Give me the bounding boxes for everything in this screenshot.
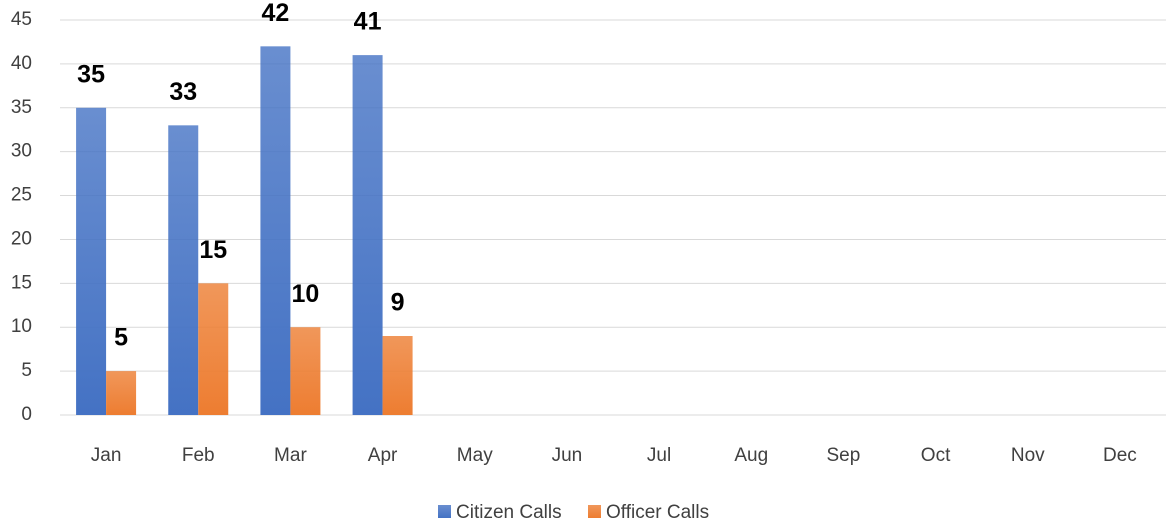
- x-tick-label: Oct: [921, 445, 951, 466]
- bar: [260, 46, 291, 415]
- data-label: 5: [114, 324, 128, 352]
- y-tick-label: 15: [11, 272, 32, 293]
- data-label: 35: [77, 60, 105, 88]
- x-tick-label: Jul: [647, 445, 671, 466]
- x-tick-label: Jan: [91, 445, 122, 466]
- y-tick-label: 35: [11, 97, 32, 118]
- y-tick-label: 40: [11, 53, 32, 74]
- x-tick-label: Apr: [368, 445, 398, 466]
- y-tick-label: 30: [11, 141, 32, 162]
- bar: [106, 371, 137, 415]
- y-tick-label: 10: [11, 316, 32, 337]
- y-tick-label: 0: [21, 404, 32, 425]
- legend-label: Officer Calls: [606, 502, 709, 523]
- x-tick-label: May: [457, 445, 493, 466]
- data-label: 10: [292, 280, 320, 308]
- legend-label: Citizen Calls: [456, 502, 562, 523]
- legend-swatch: [588, 505, 601, 518]
- data-label: 41: [354, 8, 382, 36]
- bar: [198, 283, 229, 415]
- bar: [382, 336, 413, 415]
- data-label: 33: [169, 78, 197, 106]
- data-label: 42: [262, 0, 290, 27]
- bar: [168, 125, 199, 415]
- data-label: 9: [391, 289, 405, 317]
- data-label: 15: [199, 236, 227, 264]
- y-tick-label: 5: [21, 360, 32, 381]
- x-tick-label: Sep: [827, 445, 861, 466]
- x-tick-label: Dec: [1103, 445, 1137, 466]
- y-tick-label: 45: [11, 9, 32, 30]
- x-tick-label: Aug: [734, 445, 768, 466]
- x-tick-label: Nov: [1011, 445, 1045, 466]
- y-tick-label: 25: [11, 185, 32, 206]
- x-tick-label: Feb: [182, 445, 215, 466]
- x-tick-label: Jun: [552, 445, 583, 466]
- bar: [290, 327, 321, 415]
- y-tick-label: 20: [11, 228, 32, 249]
- bar: [76, 107, 107, 416]
- legend-swatch: [438, 505, 451, 518]
- bar: [352, 55, 383, 415]
- x-tick-label: Mar: [274, 445, 307, 466]
